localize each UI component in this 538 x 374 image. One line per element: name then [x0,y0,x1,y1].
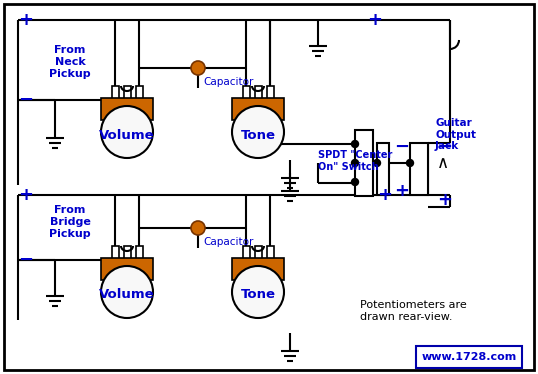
Circle shape [191,61,205,75]
Text: Tone: Tone [240,129,275,141]
Text: From
Bridge
Pickup: From Bridge Pickup [49,205,91,239]
Text: SPDT "Center
On" Switch: SPDT "Center On" Switch [318,150,392,172]
Circle shape [351,141,358,147]
Circle shape [101,106,153,158]
Text: Volume: Volume [99,129,155,141]
Text: −: − [394,138,409,156]
Text: −: − [437,138,452,156]
Bar [254,246,261,264]
Text: +: + [18,186,33,204]
Text: +: + [367,11,383,29]
Circle shape [232,106,284,158]
Bar [101,98,153,120]
Text: +: + [437,191,452,209]
Circle shape [232,266,284,318]
Text: ∧: ∧ [437,154,449,172]
Bar [254,86,261,104]
Bar [136,86,143,104]
Bar [101,258,153,280]
Text: Guitar
Output
Jack: Guitar Output Jack [435,118,476,151]
Text: Volume: Volume [99,288,155,301]
Bar [111,246,118,264]
Bar [136,246,143,264]
Bar [410,143,428,195]
Bar [266,86,273,104]
Bar [232,258,284,280]
Text: +: + [378,186,393,204]
Circle shape [373,159,380,166]
Text: Potentiometers are
drawn rear-view.: Potentiometers are drawn rear-view. [360,300,467,322]
Circle shape [351,159,358,166]
Text: −: − [18,91,33,109]
FancyBboxPatch shape [416,346,522,368]
Bar [355,130,373,196]
Text: +: + [18,11,33,29]
Text: From
Neck
Pickup: From Neck Pickup [49,45,91,79]
Bar [124,246,131,264]
Text: −: − [18,251,33,269]
Bar [266,246,273,264]
Circle shape [351,178,358,186]
Bar [243,86,250,104]
Text: www.1728.com: www.1728.com [421,352,516,362]
Bar [232,98,284,120]
Bar [243,246,250,264]
Bar [377,143,389,195]
Circle shape [407,159,414,166]
Bar [124,86,131,104]
Bar [111,86,118,104]
Text: Capacitor: Capacitor [203,77,253,87]
Text: Capacitor: Capacitor [203,237,253,247]
Text: +: + [394,182,409,200]
Circle shape [191,221,205,235]
Circle shape [101,266,153,318]
Text: Tone: Tone [240,288,275,301]
